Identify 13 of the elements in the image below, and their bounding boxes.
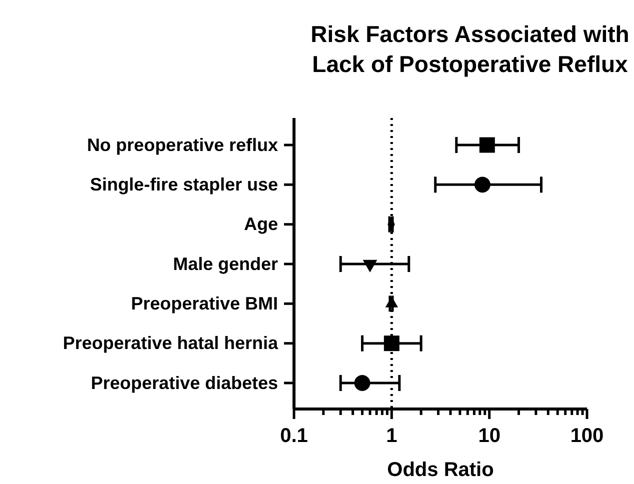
y-tick-label: Single-fire stapler use — [90, 174, 278, 194]
chart-title: Risk Factors Associated with Lack of Postoperative Reflux — [310, 21, 630, 77]
y-tick-label: Preoperative hatal hernia — [62, 333, 279, 354]
x-tick-label: 10 — [478, 425, 500, 447]
y-tick-label: Preoperative BMI — [130, 293, 278, 314]
y-tick-label: Preoperative diabetes — [90, 372, 278, 393]
x-tick-label: 0.1 — [280, 425, 308, 447]
y-tick-label: Male gender — [172, 254, 278, 274]
y-tick-label: No preoperative reflux — [86, 134, 278, 155]
y-tick-label: Age — [244, 214, 278, 234]
x-tick-label: 1 — [386, 425, 398, 447]
x-tick-label: 100 — [570, 425, 604, 447]
x-axis-title: Odds Ratio — [387, 459, 494, 481]
